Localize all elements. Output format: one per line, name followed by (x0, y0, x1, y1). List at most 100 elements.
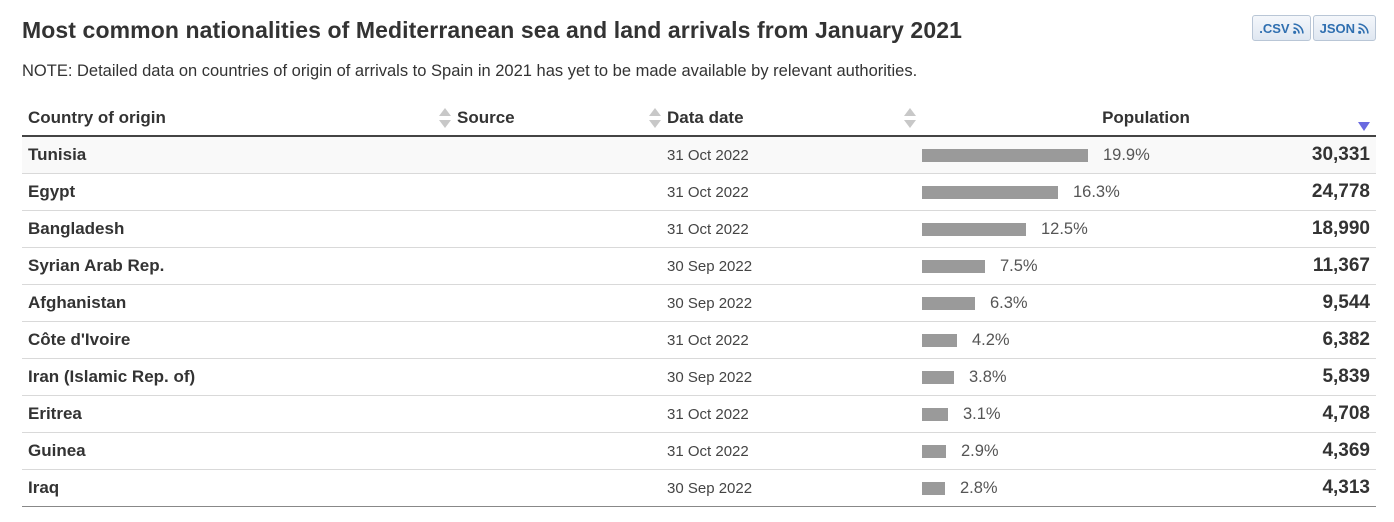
country-cell: Iran (Islamic Rep. of) (22, 358, 451, 396)
population-cell: 2.9% 4,369 (916, 432, 1376, 470)
json-download-button[interactable]: JSON (1312, 15, 1376, 41)
data-date-cell: 30 Sep 2022 (661, 358, 916, 396)
percentage-label: 7.5% (1000, 256, 1038, 275)
table-row: Côte d'Ivoire 31 Oct 2022 4.2% 6,382 (22, 321, 1376, 359)
table-header-row: Country of origin Source Data date Popul… (22, 101, 1376, 137)
percentage-bar-group: 12.5% (922, 220, 1088, 239)
data-date-cell: 31 Oct 2022 (661, 321, 916, 359)
population-value: 9,544 (1322, 292, 1370, 313)
population-cell: 2.8% 4,313 (916, 469, 1376, 507)
percentage-label: 4.2% (972, 330, 1010, 349)
table-row: Egypt 31 Oct 2022 16.3% 24,778 (22, 173, 1376, 211)
percentage-bar-group: 4.2% (922, 331, 1010, 350)
percentage-bar (922, 333, 957, 347)
country-cell: Tunisia (22, 136, 451, 174)
country-cell: Egypt (22, 173, 451, 211)
population-value: 11,367 (1312, 255, 1370, 276)
population-value: 5,839 (1322, 366, 1370, 387)
table-row: Iran (Islamic Rep. of) 30 Sep 2022 3.8% 5,8… (22, 358, 1376, 396)
percentage-label: 2.8% (960, 478, 998, 497)
population-value: 4,369 (1322, 440, 1370, 461)
population-value: 4,313 (1322, 477, 1370, 498)
percentage-bar-group: 19.9% (922, 146, 1150, 165)
rss-feed-icon (1292, 22, 1304, 34)
source-cell (451, 136, 661, 174)
header-country-of-origin[interactable]: Country of origin (22, 101, 451, 137)
sort-icon (649, 106, 661, 130)
percentage-bar-group: 16.3% (922, 183, 1120, 202)
population-cell: 6.3% 9,544 (916, 284, 1376, 322)
percentage-bar-group: 7.5% (922, 257, 1038, 276)
population-cell: 16.3% 24,778 (916, 173, 1376, 211)
population-cell: 19.9% 30,331 (916, 136, 1376, 174)
table-row: Guinea 31 Oct 2022 2.9% 4,369 (22, 432, 1376, 470)
percentage-label: 16.3% (1073, 182, 1120, 201)
header-source[interactable]: Source (451, 101, 661, 137)
source-cell (451, 321, 661, 359)
table-row: Syrian Arab Rep. 30 Sep 2022 7.5% 11,367 (22, 247, 1376, 285)
percentage-bar (922, 444, 946, 458)
data-date-cell: 31 Oct 2022 (661, 210, 916, 248)
sort-descending-icon (1358, 122, 1370, 131)
source-cell (451, 247, 661, 285)
percentage-bar (922, 259, 985, 273)
population-value: 30,331 (1311, 144, 1370, 165)
population-cell: 7.5% 11,367 (916, 247, 1376, 285)
country-cell: Syrian Arab Rep. (22, 247, 451, 285)
percentage-bar (922, 185, 1058, 199)
header-population-label: Population (1102, 108, 1190, 127)
country-cell: Guinea (22, 432, 451, 470)
source-cell (451, 395, 661, 433)
header-data-date[interactable]: Data date (661, 101, 916, 137)
percentage-bar-group: 3.8% (922, 368, 1007, 387)
population-value: 24,778 (1311, 181, 1370, 202)
table-row: Bangladesh 31 Oct 2022 12.5% 18,990 (22, 210, 1376, 248)
data-date-cell: 30 Sep 2022 (661, 284, 916, 322)
header-date-label: Data date (667, 108, 744, 127)
csv-download-button[interactable]: .CSV (1252, 15, 1311, 41)
header-population[interactable]: Population (916, 101, 1376, 137)
page-note: NOTE: Detailed data on countries of orig… (22, 62, 918, 80)
country-cell: Bangladesh (22, 210, 451, 248)
country-cell: Afghanistan (22, 284, 451, 322)
source-cell (451, 358, 661, 396)
data-date-cell: 31 Oct 2022 (661, 173, 916, 211)
percentage-bar (922, 481, 945, 495)
header-country-label: Country of origin (28, 108, 166, 127)
percentage-bar-group: 6.3% (922, 294, 1028, 313)
percentage-bar-group: 3.1% (922, 405, 1001, 424)
population-cell: 4.2% 6,382 (916, 321, 1376, 359)
table-row: Afghanistan 30 Sep 2022 6.3% 9,544 (22, 284, 1376, 322)
percentage-bar (922, 407, 948, 421)
data-date-cell: 30 Sep 2022 (661, 247, 916, 285)
population-cell: 3.8% 5,839 (916, 358, 1376, 396)
country-cell: Iraq (22, 469, 451, 507)
download-buttons: .CSV JSON (1252, 15, 1376, 41)
data-date-cell: 31 Oct 2022 (661, 432, 916, 470)
table-row: Eritrea 31 Oct 2022 3.1% 4,708 (22, 395, 1376, 433)
source-cell (451, 432, 661, 470)
population-cell: 12.5% 18,990 (916, 210, 1376, 248)
data-date-cell: 31 Oct 2022 (661, 136, 916, 174)
percentage-bar (922, 222, 1026, 236)
percentage-bar-group: 2.8% (922, 479, 998, 498)
percentage-bar (922, 370, 954, 384)
page-title: Most common nationalities of Mediterrane… (22, 17, 962, 43)
data-date-cell: 30 Sep 2022 (661, 469, 916, 507)
table-row: Iraq 30 Sep 2022 2.8% 4,313 (22, 469, 1376, 507)
percentage-bar (922, 296, 975, 310)
percentage-label: 12.5% (1041, 219, 1088, 238)
source-cell (451, 469, 661, 507)
population-cell: 3.1% 4,708 (916, 395, 1376, 433)
country-cell: Côte d'Ivoire (22, 321, 451, 359)
header-source-label: Source (457, 108, 515, 127)
json-download-label: JSON (1319, 20, 1355, 36)
table-row: Tunisia 31 Oct 2022 19.9% 30,331 (22, 136, 1376, 174)
percentage-label: 19.9% (1103, 145, 1150, 164)
csv-download-label: .CSV (1259, 20, 1290, 36)
nationalities-table: Country of origin Source Data date Popul… (22, 101, 1376, 507)
percentage-bar-group: 2.9% (922, 442, 999, 461)
population-value: 4,708 (1322, 403, 1370, 424)
percentage-bar (922, 148, 1088, 162)
source-cell (451, 173, 661, 211)
